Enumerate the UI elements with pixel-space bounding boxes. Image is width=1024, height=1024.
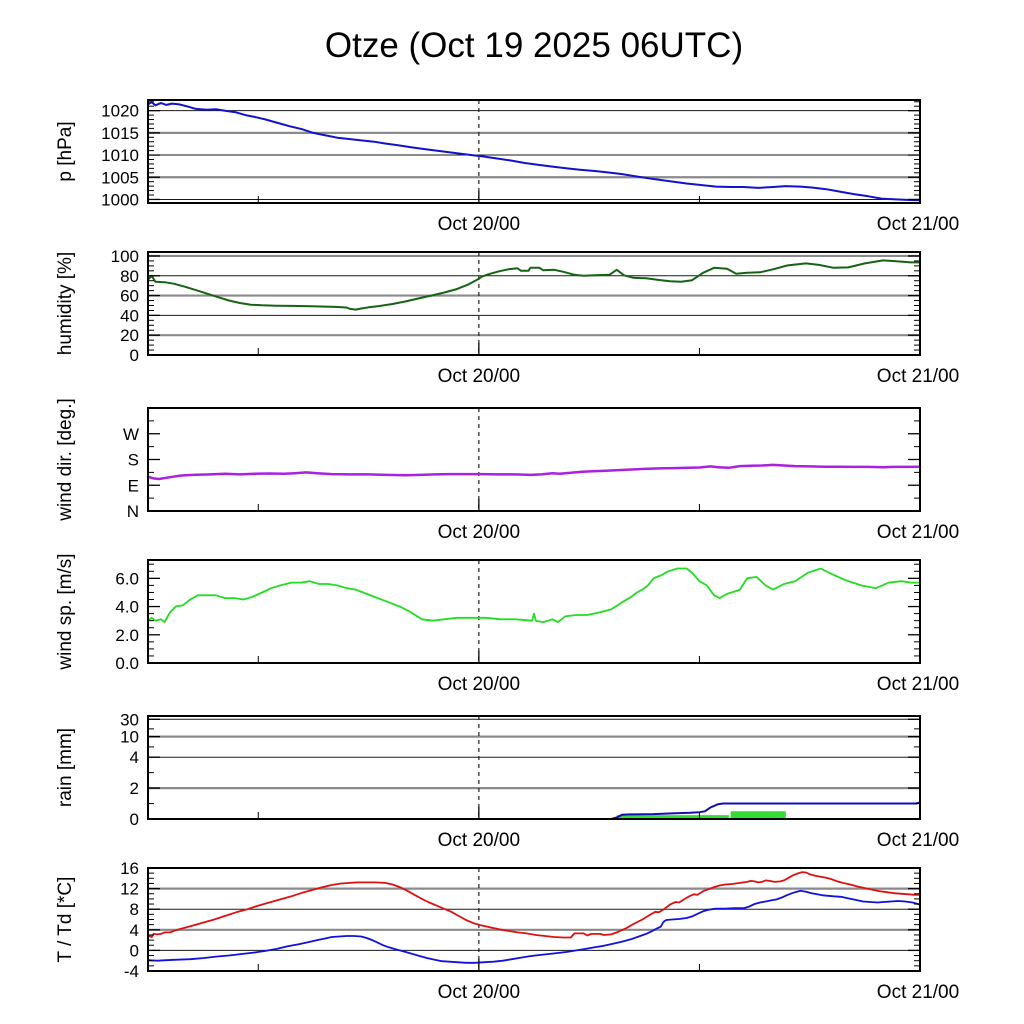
wind_dir-axis-title: wind dir. [deg.] [55,398,76,522]
humidity-ytick-label: 60 [120,287,139,306]
rain-interval-bar [616,815,729,819]
wind-direction-line [146,463,922,481]
wind_speed-ytick-label: 2.0 [115,626,139,645]
wind_dir-ytick-label: S [128,451,139,470]
temperature-ytick-label: 0 [130,941,139,960]
rain-axis-title: rain [mm] [55,728,76,807]
wind-speed-line [147,567,921,623]
temperature-ytick-label: -4 [124,962,139,981]
rain-xtick-label: Oct 20/00 [438,830,520,851]
wind_speed-axis-title: wind sp. [m/s] [55,553,76,670]
wind_speed-plot-border [147,559,921,664]
pressure-xtick-label: Oct 20/00 [438,214,520,235]
pressure-ytick-label: 1005 [101,168,139,187]
humidity-plot-border [147,251,921,356]
pressure-ytick-label: 1000 [101,190,139,209]
humidity-ytick-label: 40 [120,306,139,325]
rain-interval-bar [730,811,786,819]
pressure-axis-title: p [hPa] [55,121,76,181]
wind_dir-ytick-label: W [123,425,139,444]
humidity-ytick-label: 100 [111,247,139,266]
wind_dir-xtick-label: Oct 21/00 [877,522,959,543]
humidity-ytick-label: 20 [120,326,139,345]
temperature-ytick-label: 16 [120,859,139,878]
pressure-ytick-label: 1015 [101,124,139,143]
relative-humidity-line [147,259,921,311]
humidity-ytick-label: 0 [130,346,139,365]
temperature-ytick-label: 4 [130,921,139,940]
temperature-line [147,871,921,939]
chart-title: Otze (Oct 19 2025 06UTC) [324,26,744,65]
humidity-xtick-label: Oct 21/00 [877,366,959,387]
rain-ytick-label: 4 [130,748,139,767]
temperature-xtick-label: Oct 20/00 [438,982,520,1003]
rain-ytick-label: 10 [120,728,139,747]
pressure-panel: 1000 1005 1010 1015 1020 Oct 20/00 Oct 21/00 p … [55,99,959,235]
wind_speed-xtick-label: Oct 20/00 [438,674,520,695]
wind_speed-panel: 0.0 2.0 4.0 6.0 Oct 20/00 Oct 21/00 wind sp. [… [55,553,959,695]
pressure-plot-border [147,99,921,204]
wind_speed-xtick-label: Oct 21/00 [877,674,959,695]
rain-plot-border [147,715,921,820]
wind_speed-ytick-label: 6.0 [115,569,139,588]
temperature-axis-title: T / Td [*C] [55,877,76,963]
accumulated-rain-line [147,801,921,820]
humidity-xtick-label: Oct 20/00 [438,366,520,387]
rain-ytick-label: 2 [130,779,139,798]
wind_dir-plot-border [147,407,921,512]
wind_speed-ytick-label: 4.0 [115,598,139,617]
rain-xtick-label: Oct 21/00 [877,830,959,851]
pressure-ytick-label: 1010 [101,146,139,165]
wind_dir-xtick-label: Oct 20/00 [438,522,520,543]
pressure-line [147,101,921,202]
temperature-ytick-label: 12 [120,880,139,899]
humidity-ytick-label: 80 [120,267,139,286]
rain-ytick-label: 30 [120,710,139,729]
wind_dir-ytick-label: E [128,476,139,495]
pressure-ytick-label: 1020 [101,102,139,121]
dewpoint-line [147,889,921,964]
humidity-axis-title: humidity [%] [55,252,76,355]
wind_dir-ytick-label: N [127,502,139,521]
temperature-ytick-label: 8 [130,900,139,919]
pressure-xtick-label: Oct 21/00 [877,214,959,235]
temperature-xtick-label: Oct 21/00 [877,982,959,1003]
temperature-panel: -4 04 812 16 Oct 20/00 Oct 21/00 T / Td [*C] [55,859,959,1003]
rain-ytick-label: 0 [130,810,139,829]
wind_speed-ytick-label: 0.0 [115,654,139,673]
